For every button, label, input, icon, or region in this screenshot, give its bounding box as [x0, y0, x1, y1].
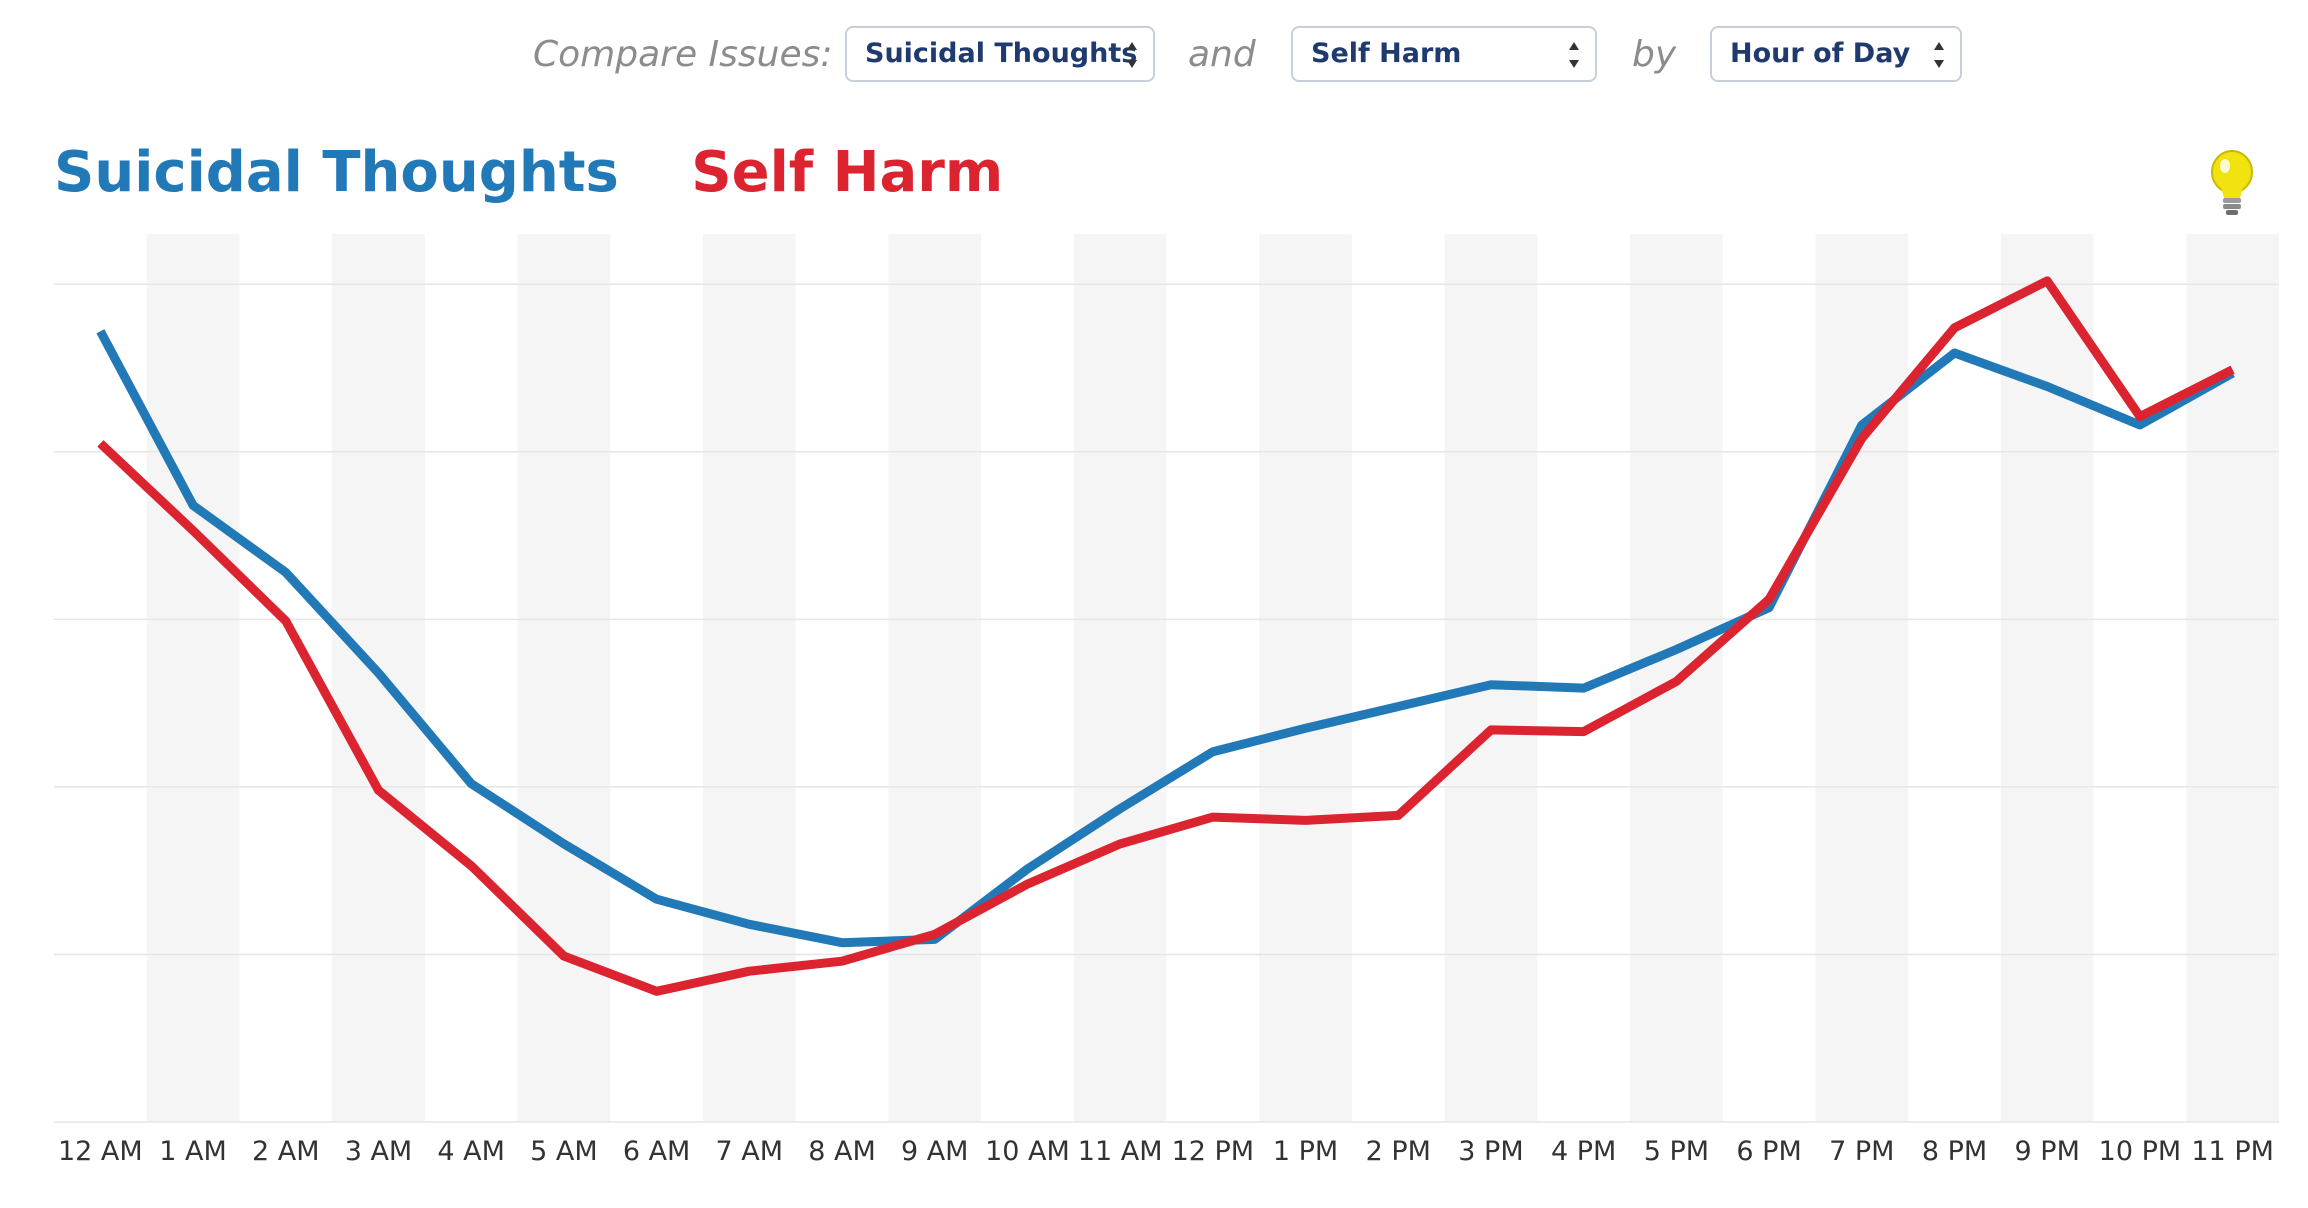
x-tick-label: 10 AM [985, 1136, 1070, 1167]
chart-bands [146, 234, 2279, 1122]
x-tick-label: 10 PM [2099, 1136, 2182, 1167]
select-arrows-icon [1932, 40, 1946, 70]
x-tick-label: 6 PM [1736, 1136, 1801, 1167]
issue1-select-value: Suicidal Thoughts [865, 38, 1138, 69]
chart-band [1073, 234, 1167, 1122]
x-tick-label: 9 AM [901, 1136, 969, 1167]
issue2-select[interactable]: Self Harm [1291, 26, 1597, 82]
chart-band [888, 234, 982, 1122]
series-line-self-harm[interactable] [97, 276, 2235, 996]
compare-issues-label: Compare Issues: [533, 34, 833, 75]
x-tick-label: 2 AM [252, 1136, 320, 1167]
chart-band [1815, 234, 1909, 1122]
select-arrows-icon [1567, 40, 1581, 70]
dimension-select-value: Hour of Day [1730, 38, 1911, 69]
chart-band [2000, 234, 2094, 1122]
x-tick-label: 11 PM [2191, 1136, 2274, 1167]
x-tick-label: 12 PM [1172, 1136, 1255, 1167]
select-arrows-icon [1125, 40, 1139, 70]
lightbulb-icon[interactable] [2206, 148, 2258, 220]
x-tick-label: 4 AM [437, 1136, 505, 1167]
and-label: and [1188, 34, 1256, 75]
issue1-select[interactable]: Suicidal Thoughts [845, 26, 1155, 82]
chart-band [146, 234, 240, 1122]
legend-self-harm[interactable]: Self Harm [691, 140, 1004, 205]
chart-gridlines [54, 283, 2279, 1123]
compare-controls: Compare Issues: Suicidal Thoughts and Se… [0, 14, 2308, 114]
chart-legend: Suicidal Thoughts Self Harm [54, 140, 1071, 220]
x-tick-label: 11 AM [1078, 1136, 1163, 1167]
issue2-select-value: Self Harm [1311, 38, 1462, 69]
x-tick-label: 1 AM [159, 1136, 227, 1167]
chart-band [1444, 234, 1538, 1122]
chart-band [517, 234, 611, 1122]
x-tick-label: 2 PM [1366, 1136, 1431, 1167]
x-tick-label: 7 PM [1829, 1136, 1894, 1167]
x-tick-label: 8 AM [808, 1136, 876, 1167]
x-axis-labels: 12 AM 1 AM 2 AM 3 AM 4 AM 5 AM 6 AM 7 AM 8 AM 9 A… [58, 1136, 2274, 1167]
dimension-select[interactable]: Hour of Day [1710, 26, 1962, 82]
x-tick-label: 12 AM [58, 1136, 143, 1167]
chart-band [1259, 234, 1352, 1122]
x-tick-label: 9 PM [2015, 1136, 2080, 1167]
chart-series [96, 276, 2235, 996]
x-tick-label: 7 AM [716, 1136, 784, 1167]
x-tick-label: 4 PM [1551, 1136, 1616, 1167]
x-tick-label: 5 AM [530, 1136, 598, 1167]
x-tick-label: 5 PM [1644, 1136, 1709, 1167]
chart-band [2186, 234, 2279, 1122]
by-label: by [1632, 34, 1677, 75]
chart-band [702, 234, 796, 1122]
x-tick-label: 1 PM [1273, 1136, 1338, 1167]
x-tick-label: 8 PM [1922, 1136, 1987, 1167]
x-tick-label: 3 PM [1458, 1136, 1523, 1167]
x-tick-label: 6 AM [623, 1136, 691, 1167]
x-tick-label: 3 AM [345, 1136, 413, 1167]
legend-suicidal-thoughts[interactable]: Suicidal Thoughts [54, 140, 619, 205]
